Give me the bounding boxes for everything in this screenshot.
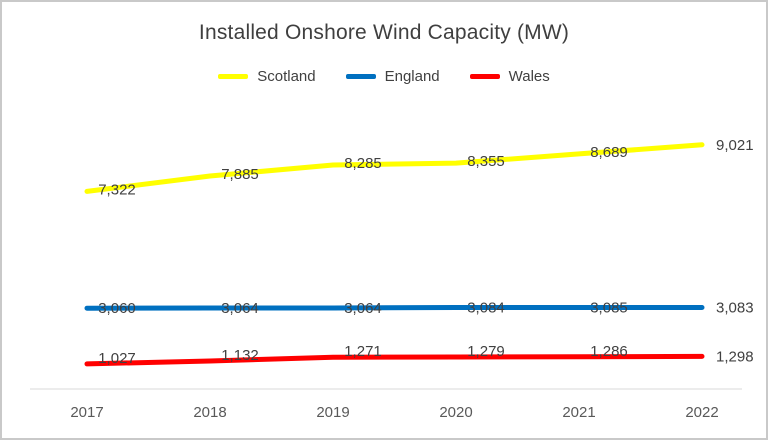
data-label-england-2019: 3,064 [344,300,382,317]
data-label-scotland-2019: 8,285 [344,155,382,172]
legend: Scotland England Wales [2,68,766,85]
data-label-england-2020: 3,084 [467,300,505,317]
legend-item-scotland: Scotland [218,68,316,85]
legend-label-england: England [384,68,440,85]
data-label-wales-2017: 1,027 [98,350,136,367]
legend-swatch-england [345,74,376,79]
line-scotland [84,142,705,194]
x-tick-2019: 2019 [316,404,349,421]
x-tick-2021: 2021 [562,404,595,421]
data-label-scotland-2018: 7,885 [221,166,259,183]
x-tick-2020: 2020 [439,404,472,421]
data-label-england-2018: 3,064 [221,300,259,317]
legend-swatch-wales [469,74,500,79]
x-tick-2017: 2017 [70,404,103,421]
legend-swatch-scotland [218,74,249,79]
data-label-scotland-2021: 8,689 [590,144,628,161]
data-label-wales-2021: 1,286 [590,343,628,360]
line-wales [84,353,705,367]
x-tick-2022: 2022 [685,404,718,421]
data-label-scotland-2020: 8,355 [467,153,505,170]
chart-title: Installed Onshore Wind Capacity (MW) [198,21,570,44]
x-tick-2018: 2018 [193,404,226,421]
data-label-wales-2018: 1,132 [221,347,259,364]
line-england [84,305,705,311]
data-label-england-2017: 3,060 [98,300,136,317]
data-label-england-2021: 3,085 [590,300,628,317]
legend-item-england: England [345,68,440,85]
legend-item-wales: Wales [469,68,550,85]
data-label-england-2022: 3,083 [716,300,754,317]
data-label-scotland-2017: 7,322 [98,181,136,198]
legend-label-wales: Wales [508,68,550,85]
data-label-wales-2020: 1,279 [467,343,505,360]
data-label-wales-2022: 1,298 [716,348,754,365]
data-label-wales-2019: 1,271 [344,343,382,360]
legend-label-scotland: Scotland [257,68,316,85]
data-label-scotland-2022: 9,021 [716,137,754,154]
